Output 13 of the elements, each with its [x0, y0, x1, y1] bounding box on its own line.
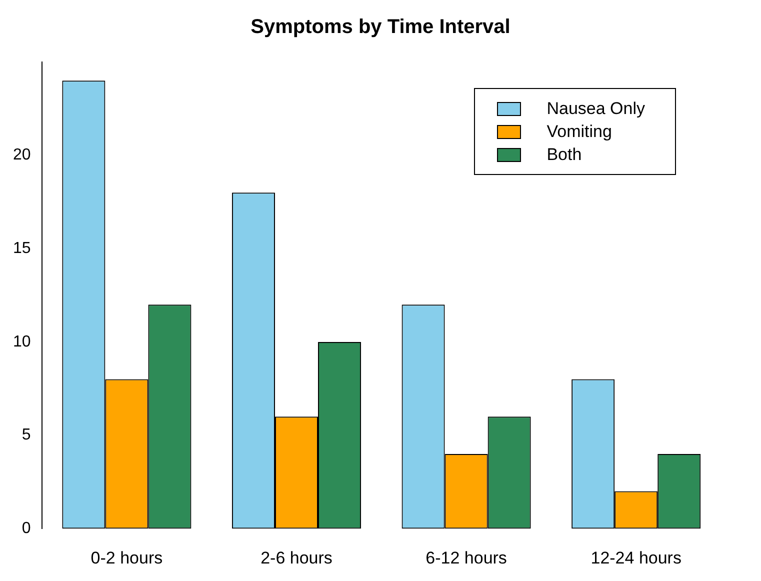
y-tick-label: 5 [22, 426, 31, 444]
y-tick-label: 10 [13, 333, 31, 350]
x-tick-label: 6-12 hours [426, 548, 507, 568]
x-tick-label: 12-24 hours [590, 548, 682, 568]
y-tick-label: 15 [13, 240, 31, 258]
legend-label: Vomiting [546, 122, 612, 142]
x-tick-label: 0-2 hours [90, 548, 163, 568]
x-tick-label: 2-6 hours [260, 548, 332, 568]
legend-label: Nausea Only [546, 98, 645, 118]
chart-title: Symptoms by Time Interval [250, 16, 512, 39]
y-tick-label: 20 [13, 146, 31, 164]
legend-label: Both [546, 144, 582, 164]
y-tick-label: 0 [22, 520, 31, 538]
